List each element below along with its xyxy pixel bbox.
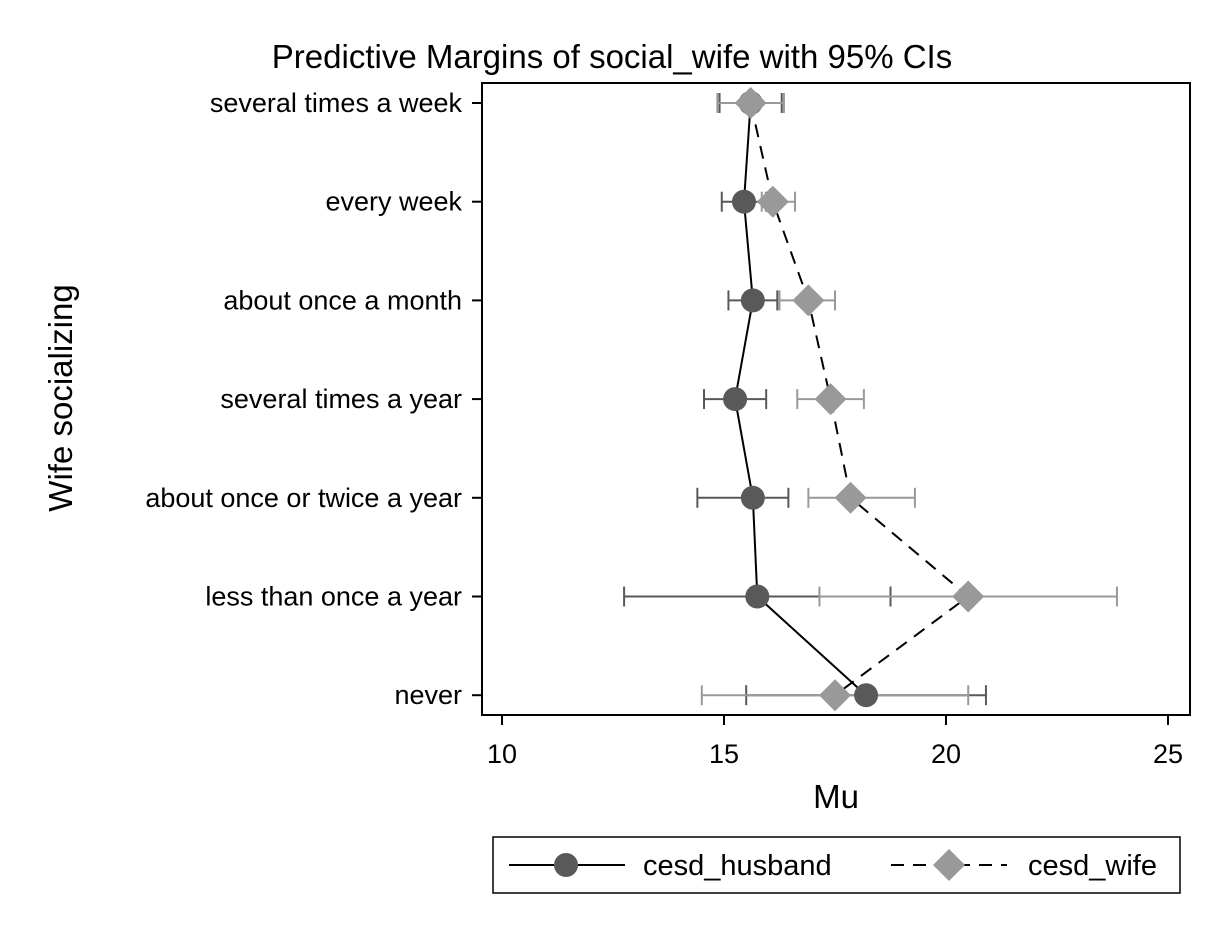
chart-title: Predictive Margins of social_wife with 9…	[272, 38, 952, 75]
y-tick-label: about once a month	[223, 285, 462, 315]
x-tick-label: 10	[487, 739, 517, 769]
point-cesd_wife	[734, 87, 767, 119]
point-cesd_husband	[731, 189, 756, 214]
point-cesd_wife	[756, 185, 789, 218]
legend: cesd_husband cesd_wife	[492, 836, 1181, 894]
legend-label-wife: cesd_wife	[1028, 850, 1157, 882]
y-axis: several times a week every week about once…	[145, 88, 482, 710]
point-cesd_husband	[723, 387, 748, 412]
legend-label-husband: cesd_husband	[643, 850, 832, 882]
legend-box	[492, 836, 1181, 894]
point-cesd_husband	[740, 485, 765, 510]
point-cesd_wife	[834, 481, 867, 514]
x-tick-label: 25	[1153, 739, 1183, 769]
point-cesd_husband	[740, 288, 765, 313]
x-axis-label: Mu	[813, 778, 859, 815]
point-cesd_husband	[745, 584, 770, 609]
point-cesd_wife	[792, 284, 825, 317]
x-tick-label: 20	[931, 739, 961, 769]
point-cesd_wife	[814, 383, 847, 416]
point-cesd_husband	[854, 683, 879, 708]
y-tick-label: every week	[325, 187, 462, 217]
point-cesd_wife	[952, 580, 985, 613]
legend-marker-wife	[933, 849, 965, 881]
series-layer	[623, 87, 1118, 712]
y-tick-label: several times a week	[210, 88, 463, 118]
y-tick-label: about once or twice a year	[145, 483, 462, 513]
y-tick-label: several times a year	[220, 384, 462, 414]
legend-marker-husband	[554, 853, 578, 877]
y-axis-label: Wife socializing	[42, 284, 79, 511]
y-tick-label: never	[394, 680, 462, 710]
x-tick-label: 15	[709, 739, 739, 769]
y-tick-label: less than once a year	[205, 582, 462, 612]
point-cesd_wife	[819, 679, 851, 712]
x-axis: 10 15 20 25	[487, 715, 1183, 769]
